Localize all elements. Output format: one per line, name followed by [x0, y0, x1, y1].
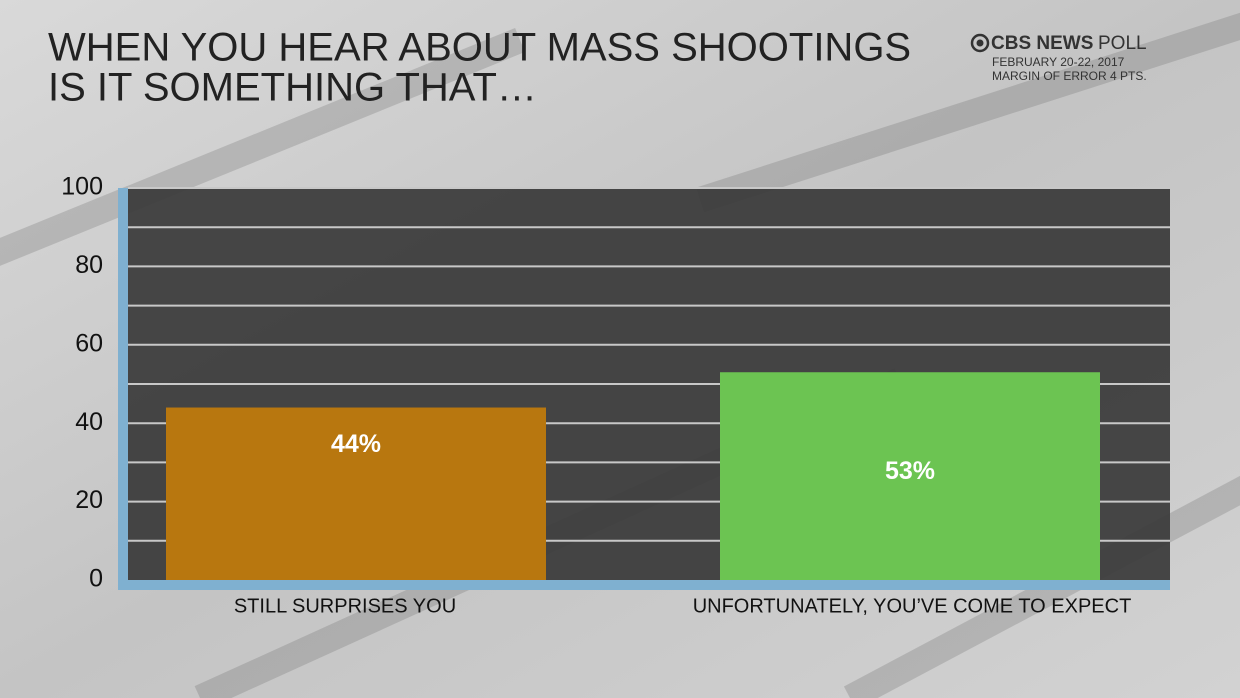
x-tick-label: UNFORTUNATELY, YOU’VE COME TO EXPECT	[693, 595, 1132, 617]
value-label: 53%	[885, 457, 935, 485]
source-label: POLL	[1098, 33, 1147, 54]
cbs-eye-pupil	[976, 39, 984, 47]
y-tick-label: 100	[61, 173, 103, 201]
x-tick-label: STILL SURPRISES YOU	[234, 595, 456, 617]
bar	[720, 372, 1100, 580]
cbs-eye-logo	[970, 33, 990, 53]
value-label: 44%	[331, 430, 381, 458]
y-tick-label: 40	[75, 408, 103, 436]
source-note: MARGIN OF ERROR 4 PTS.	[992, 69, 1147, 83]
chart-title: WHEN YOU HEAR ABOUT MASS SHOOTINGS	[48, 26, 911, 70]
y-tick-label: 0	[89, 565, 103, 593]
source-note: FEBRUARY 20-22, 2017	[992, 55, 1125, 69]
y-axis	[118, 188, 128, 590]
chart-title: IS IT SOMETHING THAT…	[48, 66, 537, 110]
y-tick-label: 60	[75, 329, 103, 357]
y-tick-label: 20	[75, 486, 103, 514]
source-brand: CBS NEWS	[991, 33, 1093, 54]
y-tick-label: 80	[75, 251, 103, 279]
bar	[166, 407, 546, 580]
x-axis	[118, 580, 1170, 590]
